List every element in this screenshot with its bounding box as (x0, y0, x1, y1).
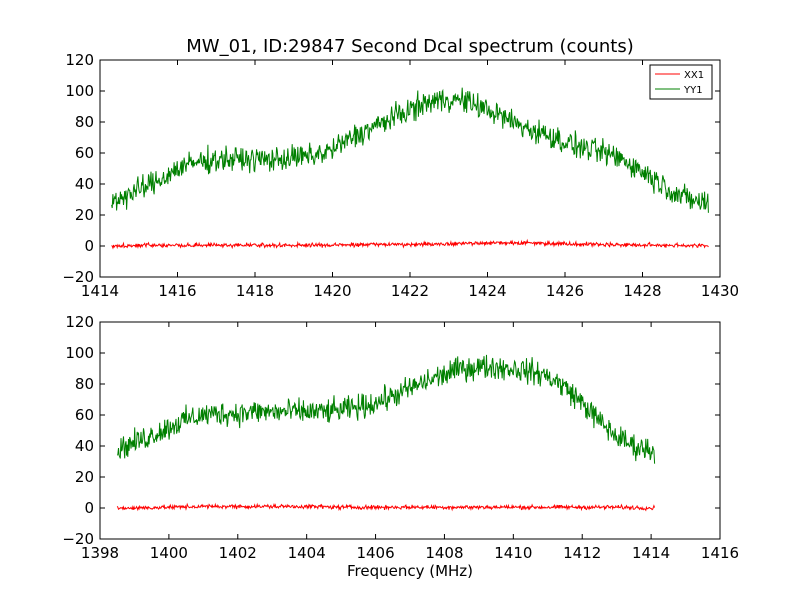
y-tick-label: 80 (75, 113, 94, 131)
series-line-yy1 (116, 354, 656, 464)
y-tick-label: −20 (62, 268, 94, 286)
x-tick-label: 1422 (391, 282, 429, 300)
x-tick-label: 1430 (701, 282, 739, 300)
y-tick-label: 120 (65, 313, 94, 331)
x-tick-label: 1406 (356, 544, 394, 562)
x-tick-label: 1414 (632, 544, 670, 562)
y-tick-label: −20 (62, 530, 94, 548)
x-tick-label: 1412 (563, 544, 601, 562)
chart-title: MW_01, ID:29847 Second Dcal spectrum (co… (186, 36, 633, 57)
subplot-1: −20 0 20 40 60 80 100 120 1414 1416 1418 1420 1422 14… (62, 36, 739, 300)
y-tick-label: 100 (65, 344, 94, 362)
x-tick-label: 1426 (546, 282, 584, 300)
x-tick-label: 1414 (81, 282, 119, 300)
y-tick-label: 100 (65, 82, 94, 100)
x-tick-label: 1428 (623, 282, 661, 300)
x-tick-label: 1400 (150, 544, 188, 562)
y-tick-label: 80 (75, 375, 94, 393)
y-tick-label: 40 (75, 437, 94, 455)
x-tick-label: 1404 (288, 544, 326, 562)
x-tick-label: 1416 (158, 282, 196, 300)
axes-frame (99, 321, 721, 540)
series-line-yy1 (111, 87, 709, 213)
y-tick-label: 60 (75, 406, 94, 424)
legend-label-xx1: XX1 (684, 70, 704, 81)
legend-box (649, 64, 713, 100)
x-tick-label: 1410 (494, 544, 532, 562)
y-tick-label: 20 (75, 468, 94, 486)
y-tick-label: 60 (75, 144, 94, 162)
x-axis-label: Frequency (MHz) (347, 562, 473, 580)
x-tick-label: 1418 (236, 282, 274, 300)
y-tick-label: 0 (84, 499, 94, 517)
y-tick-label: 0 (84, 237, 94, 255)
series-line-xx1 (111, 238, 709, 250)
subplot-2: −20 0 20 40 60 80 100 120 1398 1400 1402 1404 1406 14… (62, 313, 739, 580)
x-tick-label: 1420 (313, 282, 351, 300)
x-tick-label: 1416 (701, 544, 739, 562)
y-tick-label: 20 (75, 206, 94, 224)
y-tick-label: 120 (65, 51, 94, 69)
legend-label-yy1: YY1 (683, 85, 703, 96)
y-tick-label: 40 (75, 175, 94, 193)
series-line-xx1 (116, 502, 656, 512)
x-tick-label: 1424 (468, 282, 506, 300)
x-tick-label: 1398 (81, 544, 119, 562)
x-tick-label: 1402 (219, 544, 257, 562)
x-tick-label: 1408 (425, 544, 463, 562)
